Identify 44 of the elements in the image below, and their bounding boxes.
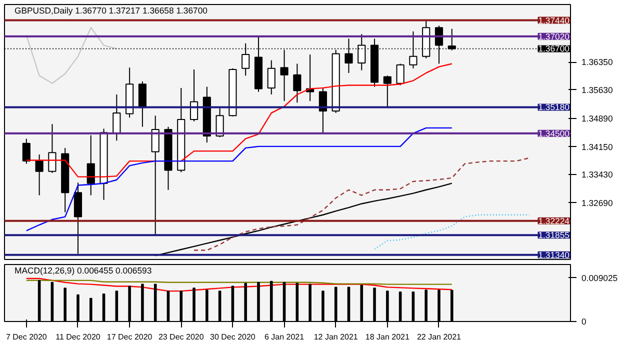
y-tick-label: 1.32690 <box>582 198 613 208</box>
y-tick-label: 1.36350 <box>582 57 613 68</box>
x-tick-label: 6 Jan 2021 <box>264 332 305 342</box>
x-tick-label: 18 Jan 2021 <box>365 332 410 342</box>
x-tick-label: 30 Dec 2020 <box>210 332 256 342</box>
y-tick-label: 0.009025 <box>582 272 618 283</box>
ref-line-label: 1.31340 <box>538 250 570 260</box>
line-series <box>26 26 118 84</box>
ref-line-label: 1.34500 <box>538 128 570 138</box>
ref-line-label: 1.37440 <box>538 15 570 26</box>
x-tick-label: 22 Jan 2021 <box>416 332 462 342</box>
ref-line-label: 1.36700 <box>538 44 570 54</box>
chart-title: GBPUSD,Daily 1.36770 1.37217 1.36658 1.36700 <box>14 6 208 16</box>
candlestick <box>151 115 160 236</box>
x-tick-label: 23 Dec 2020 <box>158 332 204 342</box>
ref-line-label: 1.37020 <box>538 31 570 42</box>
ref-line-label: 1.31855 <box>538 230 570 240</box>
candlestick <box>138 80 146 128</box>
candlestick <box>48 124 56 174</box>
ref-line-label: 1.32224 <box>538 216 570 226</box>
y-tick-label: 1.34150 <box>582 142 613 152</box>
y-tick-label: 1.34890 <box>582 113 613 124</box>
x-tick-label: 17 Dec 2020 <box>106 332 153 342</box>
candlestick <box>396 63 404 86</box>
candlestick <box>383 75 392 107</box>
candlestick <box>112 94 121 142</box>
x-tick-label: 11 Dec 2020 <box>56 332 101 342</box>
ref-line-label: 1.35180 <box>538 102 570 112</box>
candlestick <box>293 63 302 104</box>
y-tick-label: 0 <box>582 316 586 326</box>
candlestick <box>86 134 95 196</box>
line-series <box>26 127 452 232</box>
line-series <box>193 157 530 251</box>
x-tick-label: 12 Jan 2021 <box>314 332 358 342</box>
candlestick <box>267 60 276 95</box>
candlestick <box>22 138 30 164</box>
x-tick-label: 7 Dec 2020 <box>6 332 48 342</box>
candlestick <box>216 108 224 138</box>
y-tick-label: 1.33430 <box>582 170 613 180</box>
line-series <box>374 214 530 250</box>
chart-title: MACD(12,26,9) 0.006455 0.006593 <box>14 266 152 276</box>
candlestick <box>35 154 44 196</box>
y-tick-label: 1.35630 <box>582 84 613 95</box>
line-series <box>26 278 452 292</box>
